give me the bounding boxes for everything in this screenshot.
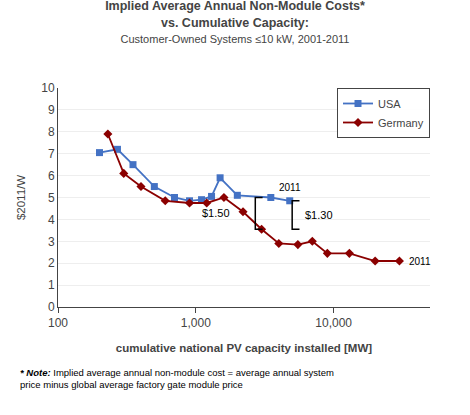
svg-text:cumulative national PV capacit: cumulative national PV capacity installe… <box>116 342 372 354</box>
svg-text:10: 10 <box>41 81 55 95</box>
svg-text:6: 6 <box>48 169 55 183</box>
svg-text:Germany: Germany <box>378 117 424 129</box>
svg-text:1: 1 <box>48 278 55 292</box>
svg-text:1,000: 1,000 <box>181 316 211 330</box>
svg-text:2: 2 <box>48 256 55 270</box>
svg-text:USA: USA <box>378 98 401 110</box>
svg-text:$1.50: $1.50 <box>202 207 230 219</box>
svg-text:$1.30: $1.30 <box>305 209 333 221</box>
svg-text:2011: 2011 <box>279 182 301 193</box>
svg-text:4: 4 <box>48 213 55 227</box>
svg-text:* Note: Implied average annual: * Note: Implied average annual non-modul… <box>20 367 334 390</box>
svg-text:7: 7 <box>48 147 55 161</box>
svg-text:3: 3 <box>48 235 55 249</box>
svg-text:Implied Average Annual Non-Mod: Implied Average Annual Non-Module Costs*… <box>105 0 365 45</box>
svg-text:9: 9 <box>48 103 55 117</box>
svg-text:8: 8 <box>48 125 55 139</box>
svg-text:100: 100 <box>48 316 68 330</box>
svg-text:10,000: 10,000 <box>315 316 352 330</box>
svg-text:5: 5 <box>48 191 55 205</box>
svg-text:$2011/W: $2011/W <box>15 175 27 220</box>
svg-text:0: 0 <box>48 300 55 314</box>
svg-text:2011: 2011 <box>409 256 431 267</box>
